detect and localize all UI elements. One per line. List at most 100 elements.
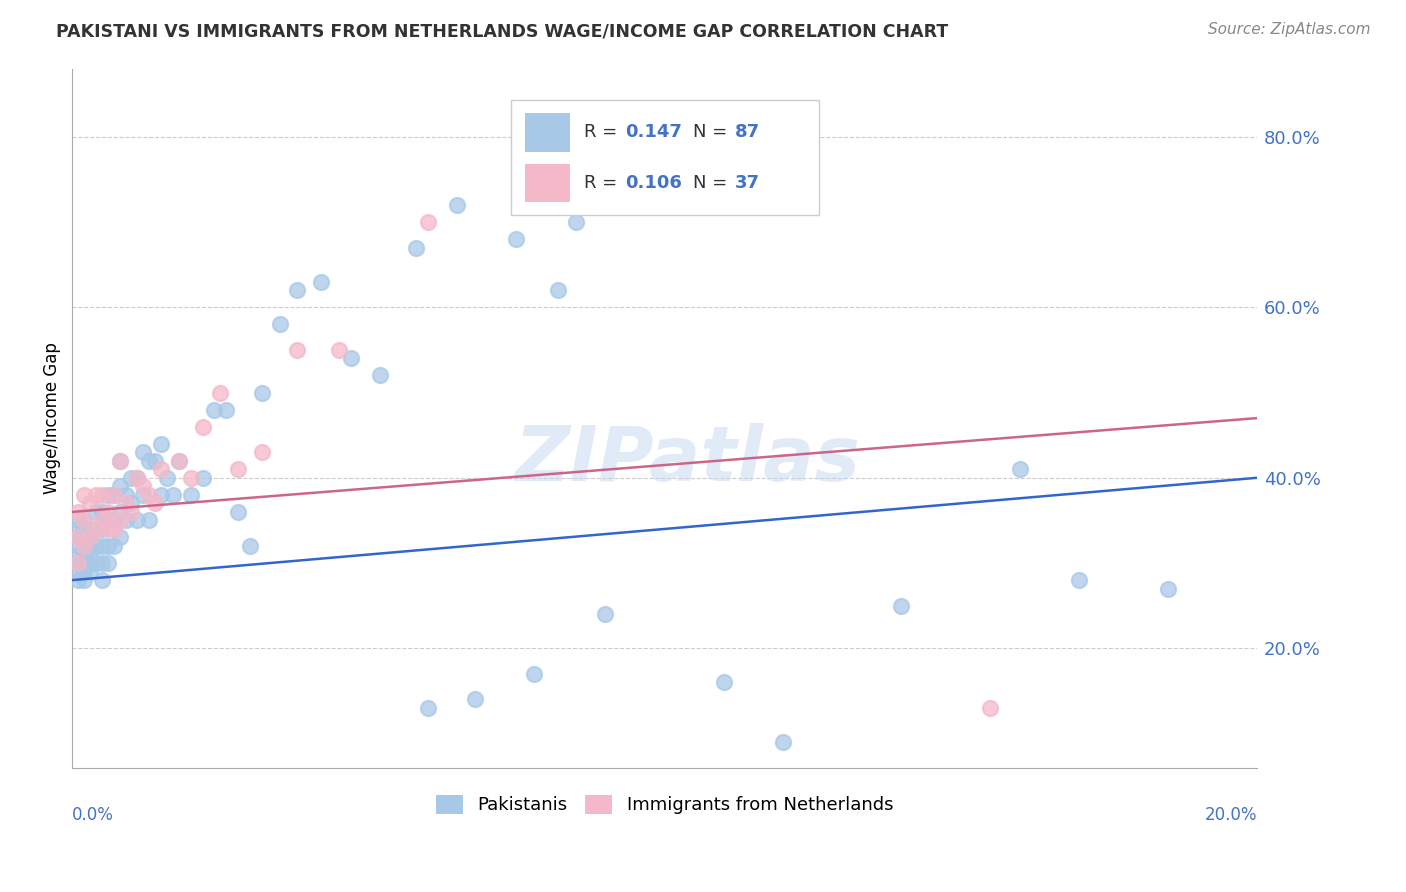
Point bbox=[143, 496, 166, 510]
Point bbox=[73, 565, 96, 579]
Point bbox=[84, 488, 107, 502]
Point bbox=[73, 513, 96, 527]
Point bbox=[138, 454, 160, 468]
Text: 0.106: 0.106 bbox=[626, 174, 682, 192]
Point bbox=[90, 522, 112, 536]
Point bbox=[564, 215, 586, 229]
Point bbox=[285, 343, 308, 357]
Point bbox=[84, 505, 107, 519]
Point bbox=[132, 488, 155, 502]
Point bbox=[103, 522, 125, 536]
FancyBboxPatch shape bbox=[524, 113, 569, 152]
Point bbox=[97, 539, 120, 553]
Point bbox=[67, 556, 90, 570]
Point bbox=[595, 607, 617, 622]
Text: Source: ZipAtlas.com: Source: ZipAtlas.com bbox=[1208, 22, 1371, 37]
Point bbox=[73, 573, 96, 587]
Point bbox=[103, 488, 125, 502]
Point bbox=[67, 513, 90, 527]
Point bbox=[67, 556, 90, 570]
Point bbox=[162, 488, 184, 502]
Point bbox=[150, 488, 173, 502]
Point bbox=[624, 198, 647, 212]
Point bbox=[226, 462, 249, 476]
Point bbox=[143, 454, 166, 468]
FancyBboxPatch shape bbox=[510, 100, 818, 215]
Text: 0.147: 0.147 bbox=[626, 123, 682, 141]
Point bbox=[84, 522, 107, 536]
Point bbox=[226, 505, 249, 519]
Point bbox=[505, 232, 527, 246]
Point bbox=[67, 522, 90, 536]
Point bbox=[108, 454, 131, 468]
Point bbox=[97, 522, 120, 536]
Point bbox=[67, 531, 90, 545]
Point bbox=[209, 385, 232, 400]
Point bbox=[114, 496, 136, 510]
Point bbox=[67, 573, 90, 587]
Text: N =: N = bbox=[693, 174, 733, 192]
Point bbox=[138, 513, 160, 527]
Point bbox=[368, 368, 391, 383]
Point bbox=[103, 488, 125, 502]
Point bbox=[156, 471, 179, 485]
Y-axis label: Wage/Income Gap: Wage/Income Gap bbox=[44, 343, 60, 494]
Point bbox=[90, 505, 112, 519]
Text: ZIPatlas: ZIPatlas bbox=[515, 423, 862, 497]
Point bbox=[121, 505, 143, 519]
Point bbox=[84, 539, 107, 553]
Text: 0.0%: 0.0% bbox=[72, 806, 114, 824]
Point bbox=[1069, 573, 1091, 587]
Point bbox=[215, 402, 238, 417]
Point bbox=[79, 556, 101, 570]
Point bbox=[1008, 462, 1031, 476]
Point bbox=[269, 318, 291, 332]
Point bbox=[683, 181, 706, 195]
Point bbox=[103, 513, 125, 527]
Point bbox=[97, 513, 120, 527]
Point bbox=[1157, 582, 1180, 596]
Point bbox=[150, 462, 173, 476]
Point bbox=[73, 522, 96, 536]
Point bbox=[73, 548, 96, 562]
Point bbox=[127, 471, 149, 485]
Legend: Pakistanis, Immigrants from Netherlands: Pakistanis, Immigrants from Netherlands bbox=[429, 788, 901, 822]
Point bbox=[239, 539, 262, 553]
Point bbox=[90, 539, 112, 553]
Point bbox=[772, 181, 794, 195]
Point bbox=[772, 735, 794, 749]
Point bbox=[84, 556, 107, 570]
Point bbox=[416, 701, 439, 715]
Point bbox=[167, 454, 190, 468]
Point bbox=[132, 479, 155, 493]
Point bbox=[67, 539, 90, 553]
Text: R =: R = bbox=[583, 123, 623, 141]
Point bbox=[132, 445, 155, 459]
Point bbox=[114, 488, 136, 502]
Point bbox=[191, 419, 214, 434]
Point bbox=[114, 513, 136, 527]
Point bbox=[79, 496, 101, 510]
Point bbox=[73, 488, 96, 502]
Point bbox=[73, 513, 96, 527]
Point bbox=[339, 351, 361, 366]
Point bbox=[138, 488, 160, 502]
Point bbox=[564, 189, 586, 203]
Point bbox=[416, 215, 439, 229]
Point bbox=[713, 675, 735, 690]
Point bbox=[191, 471, 214, 485]
Point bbox=[73, 556, 96, 570]
Point bbox=[121, 496, 143, 510]
Point bbox=[79, 531, 101, 545]
Text: 20.0%: 20.0% bbox=[1205, 806, 1257, 824]
Point bbox=[67, 548, 90, 562]
Point bbox=[90, 573, 112, 587]
Point bbox=[90, 488, 112, 502]
Text: PAKISTANI VS IMMIGRANTS FROM NETHERLANDS WAGE/INCOME GAP CORRELATION CHART: PAKISTANI VS IMMIGRANTS FROM NETHERLANDS… bbox=[56, 22, 949, 40]
Point bbox=[523, 667, 546, 681]
Point bbox=[108, 531, 131, 545]
Point bbox=[97, 556, 120, 570]
Text: 37: 37 bbox=[734, 174, 759, 192]
Point bbox=[250, 385, 273, 400]
Point bbox=[202, 402, 225, 417]
